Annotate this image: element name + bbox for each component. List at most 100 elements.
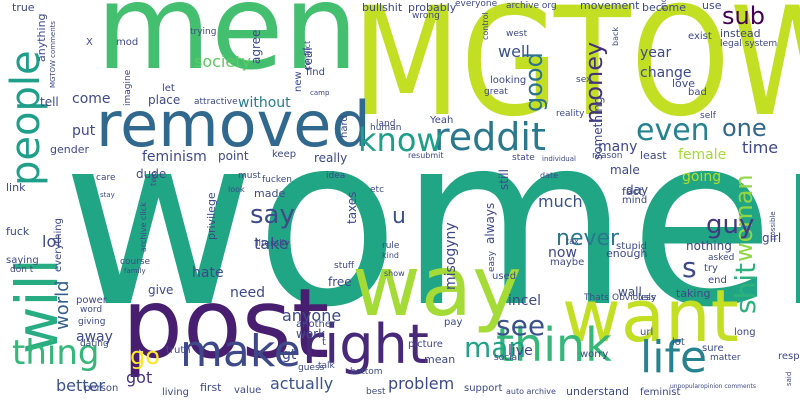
cloud-word: now (548, 245, 577, 261)
cloud-word: better (56, 376, 105, 395)
cloud-word: sub (722, 2, 765, 30)
cloud-word: first (200, 381, 222, 394)
cloud-word: put (72, 123, 96, 139)
cloud-word: anyone (282, 306, 342, 325)
cloud-word: year (640, 45, 672, 61)
cloud-word: sex (576, 75, 592, 85)
cloud-word: fucken (262, 175, 292, 185)
cloud-word: live (508, 343, 533, 359)
cloud-word: free (328, 275, 352, 289)
cloud-word: become (642, 1, 687, 14)
cloud-word: nothing (686, 239, 732, 253)
cloud-word: mod (116, 37, 139, 48)
cloud-word: resubmit (408, 151, 444, 160)
cloud-word: Thats (584, 293, 609, 303)
cloud-word: one (722, 114, 767, 142)
cloud-word: literally (256, 239, 290, 249)
cloud-word: stupid (616, 241, 647, 252)
cloud-word: taking (676, 287, 711, 300)
cloud-word: dude (136, 167, 167, 181)
cloud-word: unpopularopinion comments (670, 383, 757, 390)
cloud-word: well (498, 42, 530, 61)
cloud-word: see (496, 309, 546, 342)
cloud-word: human (370, 123, 402, 133)
cloud-word: incel (508, 293, 541, 309)
cloud-word: agree (249, 29, 263, 64)
cloud-word: date (540, 171, 559, 180)
cloud-word: say (250, 200, 295, 230)
cloud-word: easy (487, 250, 497, 272)
cloud-word: legal system (720, 39, 778, 49)
cloud-word: must (238, 171, 261, 181)
cloud-word: picture (408, 339, 443, 350)
cloud-word: looking (490, 75, 527, 86)
cloud-word: giving (78, 317, 106, 327)
cloud-word: less (638, 293, 656, 303)
cloud-word: male (610, 163, 640, 177)
cloud-word: t (322, 337, 326, 348)
cloud-word: imagine (123, 69, 133, 106)
cloud-word: respect (778, 351, 800, 362)
cloud-word: thing (12, 333, 100, 373)
cloud-word: guy (706, 210, 755, 240)
cloud-word: place (148, 93, 181, 107)
cloud-word: trying (190, 27, 217, 37)
cloud-word: going (682, 169, 722, 185)
cloud-word: fact (622, 185, 643, 198)
cloud-word: day (626, 183, 649, 197)
cloud-word: link (6, 181, 26, 194)
cloud-word: two (149, 171, 158, 186)
cloud-word: instead (720, 27, 761, 40)
cloud-word: tell (40, 95, 59, 109)
cloud-word: long (734, 327, 756, 338)
cloud-word: shit (729, 262, 762, 314)
cloud-word: life (640, 332, 708, 383)
cloud-word: made (254, 187, 286, 200)
cloud-word: maybe (550, 257, 585, 268)
cloud-word: guess (298, 363, 325, 373)
cloud-word: lol (42, 232, 61, 251)
cloud-word: possible (769, 211, 777, 240)
cloud-word: really (314, 151, 348, 165)
cloud-word: come (72, 91, 111, 107)
cloud-word: try (704, 263, 718, 274)
cloud-word: give (148, 283, 174, 297)
cloud-word: west (506, 29, 528, 39)
cloud-word: care (96, 173, 116, 183)
cloud-word: wall (618, 285, 642, 299)
cloud-word: find (306, 67, 325, 78)
cloud-word: bullshit (362, 1, 403, 14)
cloud-word: don t (10, 265, 34, 275)
cloud-word: reality (556, 109, 585, 119)
cloud-word: change (640, 65, 692, 81)
cloud-word: rule (382, 241, 400, 251)
cloud-word: etc (370, 185, 385, 195)
cloud-word: taxes (345, 191, 359, 224)
cloud-word: know (358, 121, 443, 159)
cloud-word: use (702, 0, 722, 12)
cloud-word: conflict (303, 40, 312, 70)
cloud-word: Yeah (430, 115, 454, 126)
cloud-word: feminism (142, 149, 207, 165)
cloud-word: wrong (412, 11, 440, 21)
cloud-word: living (162, 387, 189, 398)
cloud-word: attractive (194, 97, 238, 107)
cloud-word: women (62, 84, 800, 359)
cloud-word: take (254, 234, 289, 253)
cloud-word: many (598, 139, 638, 155)
cloud-word: think (496, 318, 612, 372)
cloud-word: model (659, 0, 668, 10)
cloud-word: value (234, 385, 262, 396)
cloud-word: everyone (455, 0, 498, 9)
cloud-word: land (376, 119, 396, 129)
cloud-word: hard (339, 115, 350, 138)
cloud-word: social (494, 353, 520, 363)
cloud-word: X (86, 37, 93, 48)
cloud-word: still (497, 169, 511, 190)
cloud-word: always (483, 202, 497, 244)
cloud-word: understand (566, 385, 629, 398)
cloud-word: power (76, 295, 107, 306)
cloud-word: work (296, 327, 326, 341)
cloud-word: love (672, 77, 696, 90)
cloud-word: girl (762, 231, 782, 245)
